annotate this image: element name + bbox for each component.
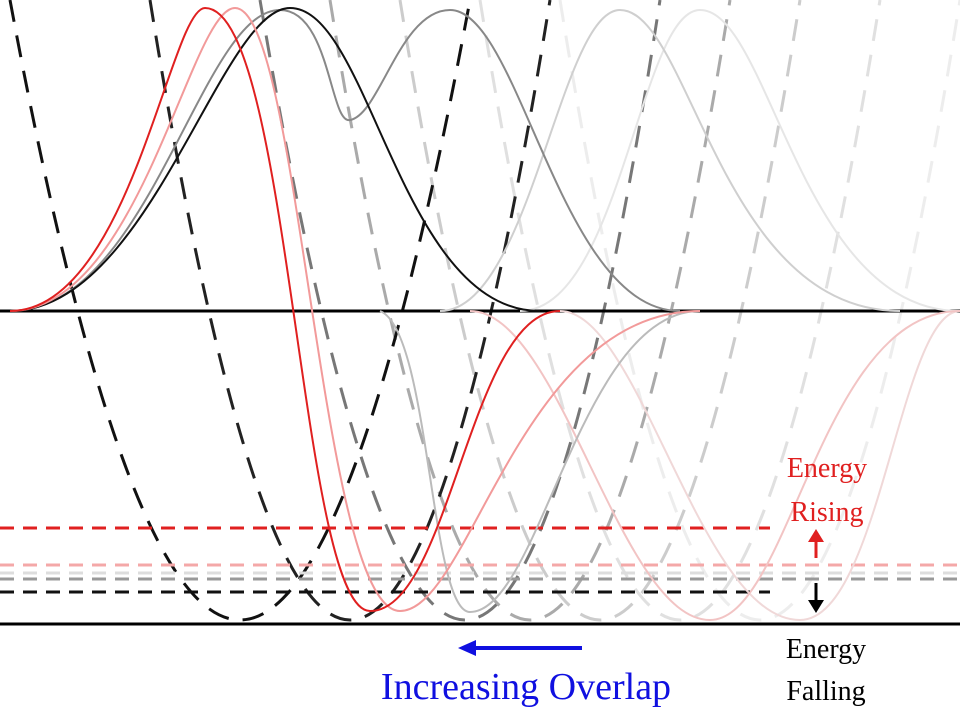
energy-rising-label-line1: Energy: [787, 453, 867, 484]
wave-black: [9, 6, 541, 312]
wave-pink: [9, 6, 701, 613]
well-far-right: [558, 0, 960, 622]
well-left-inner: [148, 0, 552, 622]
wavefunctions-main: [9, 6, 701, 614]
arrow-up-icon: [808, 529, 824, 558]
energy-falling-label-line2: Falling: [786, 676, 865, 707]
energy-falling-label-line1: Energy: [786, 634, 866, 665]
wave-right-lower: [469, 310, 960, 622]
well-center: [258, 0, 662, 622]
well-left: [8, 0, 472, 622]
increasing-overlap-label: Increasing Overlap: [381, 666, 671, 708]
arrow-left-icon: [458, 640, 582, 656]
wave-far-right-lower: [559, 310, 960, 622]
wave-lightgray-lower: [379, 310, 701, 614]
energy-rising-label-line2: Rising: [790, 497, 863, 528]
energy-levels: [0, 526, 960, 594]
wave-red: [9, 6, 561, 613]
wave-right: [439, 8, 901, 312]
wave-gray: [9, 8, 681, 312]
wavefunctions-faint: [439, 8, 960, 622]
well-mid-right: [398, 0, 802, 622]
arrow-down-icon: [808, 583, 824, 613]
well-right: [478, 0, 882, 622]
wave-far-right: [519, 8, 960, 312]
